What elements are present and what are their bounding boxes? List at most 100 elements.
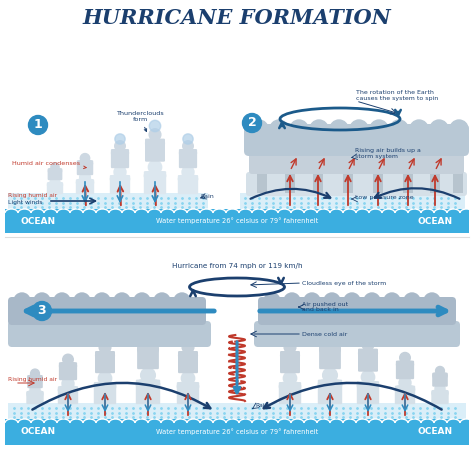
FancyBboxPatch shape <box>246 172 467 196</box>
Text: Cloudless eye of the storm: Cloudless eye of the storm <box>302 280 386 285</box>
Circle shape <box>326 346 334 354</box>
Circle shape <box>424 293 440 309</box>
FancyBboxPatch shape <box>8 321 211 347</box>
Text: 1: 1 <box>34 118 42 131</box>
Circle shape <box>335 148 349 162</box>
Circle shape <box>65 363 71 369</box>
Circle shape <box>151 172 159 180</box>
Circle shape <box>271 148 285 162</box>
Circle shape <box>58 386 65 394</box>
Circle shape <box>390 120 408 138</box>
FancyBboxPatch shape <box>110 175 130 194</box>
Circle shape <box>30 384 40 394</box>
Circle shape <box>74 293 90 309</box>
Text: OCEAN: OCEAN <box>418 428 453 436</box>
Circle shape <box>182 166 194 178</box>
Circle shape <box>378 168 392 182</box>
Text: Rising humid air: Rising humid air <box>8 377 57 382</box>
Circle shape <box>144 380 153 389</box>
Circle shape <box>357 382 365 390</box>
Circle shape <box>77 161 83 167</box>
Circle shape <box>191 383 199 390</box>
Circle shape <box>342 168 356 182</box>
Circle shape <box>122 150 128 156</box>
Circle shape <box>324 168 338 182</box>
Circle shape <box>184 352 191 359</box>
Bar <box>403 153 413 193</box>
Circle shape <box>323 368 337 383</box>
Circle shape <box>396 168 410 182</box>
Circle shape <box>324 334 337 347</box>
Circle shape <box>48 168 54 173</box>
Circle shape <box>50 177 60 186</box>
Circle shape <box>436 366 445 375</box>
Circle shape <box>360 168 374 182</box>
Text: Dense cold air: Dense cold air <box>302 332 347 337</box>
Circle shape <box>101 383 109 390</box>
Circle shape <box>190 150 196 156</box>
Circle shape <box>70 363 76 369</box>
Circle shape <box>270 120 288 138</box>
Circle shape <box>122 175 129 182</box>
Circle shape <box>63 354 73 365</box>
FancyBboxPatch shape <box>319 344 341 369</box>
Circle shape <box>362 339 374 350</box>
Circle shape <box>303 148 317 162</box>
Circle shape <box>364 382 372 390</box>
FancyBboxPatch shape <box>58 386 78 404</box>
Circle shape <box>255 148 269 162</box>
Circle shape <box>60 363 66 369</box>
Circle shape <box>34 293 50 309</box>
FancyBboxPatch shape <box>76 179 94 194</box>
Circle shape <box>351 148 365 162</box>
FancyBboxPatch shape <box>249 152 464 174</box>
Circle shape <box>252 168 266 182</box>
Circle shape <box>407 361 413 368</box>
Circle shape <box>400 353 410 363</box>
FancyBboxPatch shape <box>27 375 43 388</box>
Circle shape <box>158 172 166 180</box>
Circle shape <box>191 352 197 359</box>
Circle shape <box>401 386 409 393</box>
Circle shape <box>270 168 284 182</box>
Circle shape <box>367 148 381 162</box>
Circle shape <box>117 175 124 182</box>
Circle shape <box>99 341 111 353</box>
Circle shape <box>365 350 372 357</box>
Circle shape <box>399 148 413 162</box>
Bar <box>240 193 465 209</box>
Circle shape <box>432 168 446 182</box>
Circle shape <box>284 293 300 309</box>
Circle shape <box>284 341 296 353</box>
Text: Thunderclouds
form: Thunderclouds form <box>116 111 164 131</box>
Circle shape <box>183 134 193 144</box>
Text: 3: 3 <box>38 304 46 318</box>
Circle shape <box>397 361 403 368</box>
Circle shape <box>28 116 47 135</box>
Circle shape <box>407 386 415 393</box>
FancyBboxPatch shape <box>431 390 449 404</box>
Circle shape <box>286 383 294 390</box>
Circle shape <box>450 168 464 182</box>
Bar <box>8 403 466 419</box>
Circle shape <box>384 293 400 309</box>
FancyBboxPatch shape <box>95 351 115 373</box>
Circle shape <box>37 391 43 397</box>
Circle shape <box>395 386 402 393</box>
Circle shape <box>191 175 198 182</box>
Circle shape <box>146 140 153 147</box>
Circle shape <box>433 373 438 379</box>
Circle shape <box>290 120 308 138</box>
Text: 2: 2 <box>247 116 256 130</box>
Text: The rotation of the Earth
causes the system to spin: The rotation of the Earth causes the sys… <box>356 90 438 101</box>
FancyBboxPatch shape <box>396 361 414 379</box>
FancyBboxPatch shape <box>244 124 469 156</box>
FancyBboxPatch shape <box>48 168 63 180</box>
Circle shape <box>304 293 320 309</box>
Text: Water temperature 26° celsius or 79° fahrenheit: Water temperature 26° celsius or 79° fah… <box>156 217 318 224</box>
Circle shape <box>149 120 161 131</box>
Bar <box>8 193 208 209</box>
Circle shape <box>279 383 287 390</box>
Bar <box>373 153 383 193</box>
Circle shape <box>437 390 443 396</box>
